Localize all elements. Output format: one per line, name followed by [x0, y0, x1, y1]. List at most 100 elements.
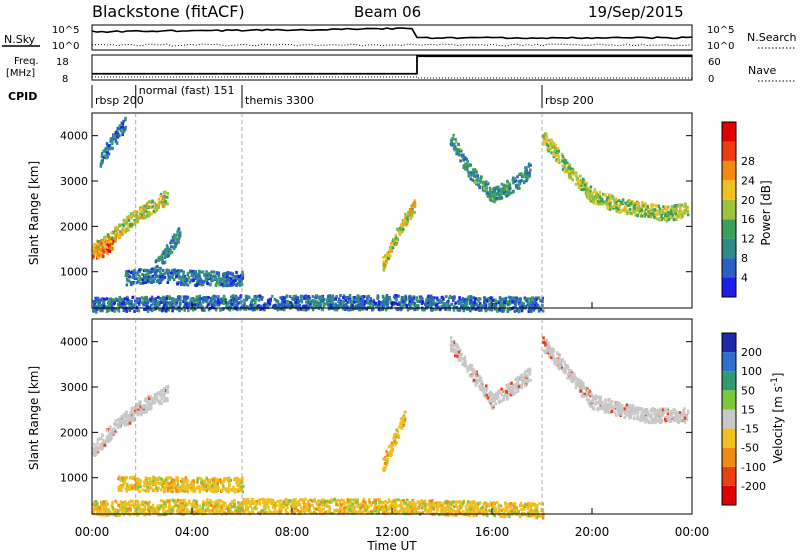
- echo-cell: [110, 304, 114, 308]
- echo-cell: [168, 476, 171, 480]
- echo-cell: [497, 301, 501, 304]
- echo-cell: [235, 488, 238, 492]
- echo-cell: [460, 305, 463, 309]
- echo-cell: [173, 270, 177, 274]
- echo-cell: [435, 296, 439, 300]
- echo-cell: [232, 478, 236, 482]
- echo-cell: [152, 209, 156, 213]
- echo-cell: [192, 274, 196, 278]
- echo-cell: [131, 213, 134, 217]
- echo-cell: [209, 499, 212, 502]
- echo-cell: [221, 480, 225, 484]
- echo-cell: [505, 190, 508, 194]
- echo-cell: [239, 277, 242, 281]
- echo-cell: [651, 203, 655, 207]
- echo-cell: [506, 301, 509, 305]
- echo-cell: [259, 304, 262, 308]
- echo-cell: [161, 205, 165, 209]
- echo-cell: [135, 505, 138, 509]
- echo-cell: [185, 296, 188, 300]
- echo-cell: [386, 251, 389, 255]
- echo-cell: [455, 140, 458, 144]
- echo-cell: [208, 275, 211, 279]
- echo-cell: [138, 480, 141, 484]
- echo-cell: [469, 309, 472, 313]
- echo-cell: [102, 301, 105, 305]
- echo-cell: [434, 307, 437, 311]
- echo-cell: [204, 501, 207, 505]
- echo-cell: [144, 301, 147, 305]
- echo-cell: [147, 506, 150, 510]
- echo-cell: [398, 233, 402, 236]
- echo-cell: [100, 501, 103, 504]
- echo-cell: [155, 274, 158, 278]
- echo-cell: [574, 182, 578, 186]
- echo-cell: [470, 304, 473, 307]
- echo-cell: [225, 275, 228, 279]
- echo-cell: [188, 485, 191, 489]
- echo-cell: [96, 308, 99, 311]
- echo-cell: [555, 154, 558, 158]
- echo-cell: [535, 296, 538, 300]
- echo-cell: [142, 204, 145, 208]
- echo-cell: [180, 269, 183, 273]
- echo-cell: [195, 281, 199, 285]
- echo-cell: [666, 208, 669, 212]
- echo-cell: [135, 277, 138, 281]
- echo-cell: [243, 301, 246, 305]
- echo-cell: [172, 478, 176, 482]
- echo-cell: [117, 304, 121, 308]
- echo-cell: [117, 486, 121, 489]
- echo-cell: [525, 169, 528, 173]
- echo-cell: [210, 489, 213, 493]
- echo-cell: [107, 240, 110, 244]
- echo-cell: [177, 298, 181, 302]
- echo-cell: [212, 302, 216, 306]
- freq-label-2: [MHz]: [6, 68, 35, 79]
- echo-cell: [138, 503, 141, 507]
- echo-cell: [193, 504, 197, 508]
- echo-cell: [161, 253, 164, 257]
- echo-cell: [398, 227, 402, 231]
- echo-cell: [141, 510, 145, 514]
- colorbar-tick-label: 28: [741, 155, 755, 168]
- echo-cell: [121, 132, 124, 136]
- echo-cell: [471, 178, 474, 182]
- echo-cell: [331, 297, 334, 301]
- echo-cell: [207, 485, 210, 489]
- echo-cell: [506, 303, 510, 307]
- echo-cell: [176, 486, 180, 490]
- echo-cell: [234, 278, 237, 282]
- echo-cell: [204, 278, 207, 282]
- echo-cell: [548, 145, 551, 149]
- echo-cell: [402, 299, 405, 303]
- echo-cell: [148, 401, 151, 405]
- echo-cell: [92, 510, 95, 514]
- echo-cell: [216, 485, 219, 489]
- echo-cell: [108, 300, 111, 304]
- echo-cell: [663, 207, 666, 211]
- echo-cell: [483, 187, 486, 190]
- echo-cell: [236, 304, 239, 308]
- echo-cell: [158, 303, 161, 307]
- echo-cell: [545, 142, 549, 146]
- echo-cell: [544, 137, 547, 141]
- echo-cell: [253, 308, 256, 312]
- echo-cell: [182, 297, 186, 301]
- echo-cell: [473, 300, 476, 304]
- echo-cell: [192, 481, 196, 485]
- echo-cell: [572, 168, 575, 172]
- echo-cell: [137, 298, 140, 302]
- echo-cell: [119, 485, 122, 489]
- echo-cell: [223, 298, 227, 301]
- echo-cell: [173, 484, 176, 488]
- echo-cell: [492, 187, 495, 191]
- echo-cell: [122, 305, 126, 309]
- echo-cell: [302, 308, 306, 312]
- echo-cell: [128, 513, 132, 517]
- echo-cell: [552, 155, 556, 159]
- echo-cell: [130, 410, 134, 414]
- echo-cell: [337, 300, 340, 304]
- echo-cell: [144, 484, 148, 488]
